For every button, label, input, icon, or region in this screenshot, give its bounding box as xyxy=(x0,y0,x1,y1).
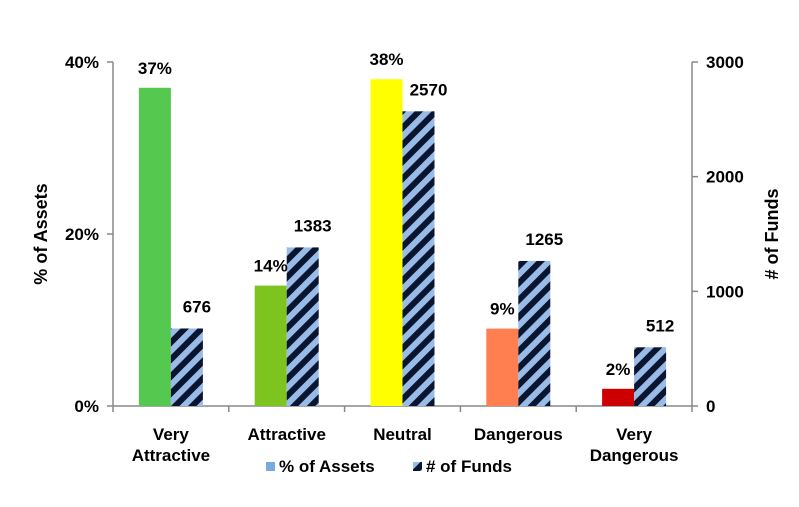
data-label-assets: 14% xyxy=(254,257,288,276)
right-tick-label: 0 xyxy=(706,397,715,416)
data-label-funds: 2570 xyxy=(410,80,448,99)
axes: 0% 20% 40% 0 1000 2000 3000 % of Assets # of Fun… xyxy=(31,53,782,465)
legend-swatch-funds xyxy=(413,462,422,471)
bar-funds xyxy=(518,260,551,406)
bar-funds xyxy=(634,347,667,406)
data-label-funds: 512 xyxy=(646,316,674,335)
legend-swatch-assets xyxy=(266,462,275,471)
right-tick-label: 1000 xyxy=(706,282,744,301)
category-label-line: Neutral xyxy=(373,425,432,444)
legend-label-funds: # of Funds xyxy=(426,457,512,476)
bar-assets xyxy=(254,285,287,406)
bar-assets xyxy=(138,87,171,407)
category-label-line: Very xyxy=(153,425,189,444)
left-tick-label: 20% xyxy=(65,225,99,244)
category-label: Very Attractive xyxy=(132,425,210,465)
data-label-assets: 2% xyxy=(606,360,631,379)
right-tick-label: 3000 xyxy=(706,53,744,72)
left-axis-title: % of Assets xyxy=(31,183,51,284)
category-label: Very Dangerous xyxy=(590,425,679,465)
bar-funds xyxy=(170,328,203,406)
data-label-funds: 1265 xyxy=(525,230,563,249)
bar-funds xyxy=(286,247,319,406)
left-tick-label: 0% xyxy=(74,397,99,416)
data-label-assets: 38% xyxy=(369,50,403,69)
category-label-line: Dangerous xyxy=(590,446,679,465)
legend: % of Assets # of Funds xyxy=(266,457,512,476)
data-labels: 37% 676 14% 1383 38% 2570 9% 1265 2% 512 xyxy=(138,50,674,379)
category-label-line: Attractive xyxy=(247,425,325,444)
left-tick-label: 40% xyxy=(65,53,99,72)
bar-assets xyxy=(370,79,403,406)
category-label-line: Attractive xyxy=(132,446,210,465)
bars xyxy=(138,79,667,407)
category-label-line: Dangerous xyxy=(474,425,563,444)
data-label-funds: 676 xyxy=(183,297,211,316)
data-label-assets: 9% xyxy=(490,300,515,319)
right-axis-title: # of Funds xyxy=(762,189,782,280)
data-label-funds: 1383 xyxy=(294,216,332,235)
bar-assets xyxy=(486,328,519,406)
bar-assets xyxy=(602,388,635,406)
data-label-assets: 37% xyxy=(138,59,172,78)
category-label: Neutral xyxy=(373,425,432,444)
legend-label-assets: % of Assets xyxy=(279,457,375,476)
right-tick-label: 2000 xyxy=(706,168,744,187)
category-label-line: Very xyxy=(616,425,652,444)
bar-funds xyxy=(402,111,435,406)
category-label: Dangerous xyxy=(474,425,563,444)
category-label: Attractive xyxy=(247,425,325,444)
